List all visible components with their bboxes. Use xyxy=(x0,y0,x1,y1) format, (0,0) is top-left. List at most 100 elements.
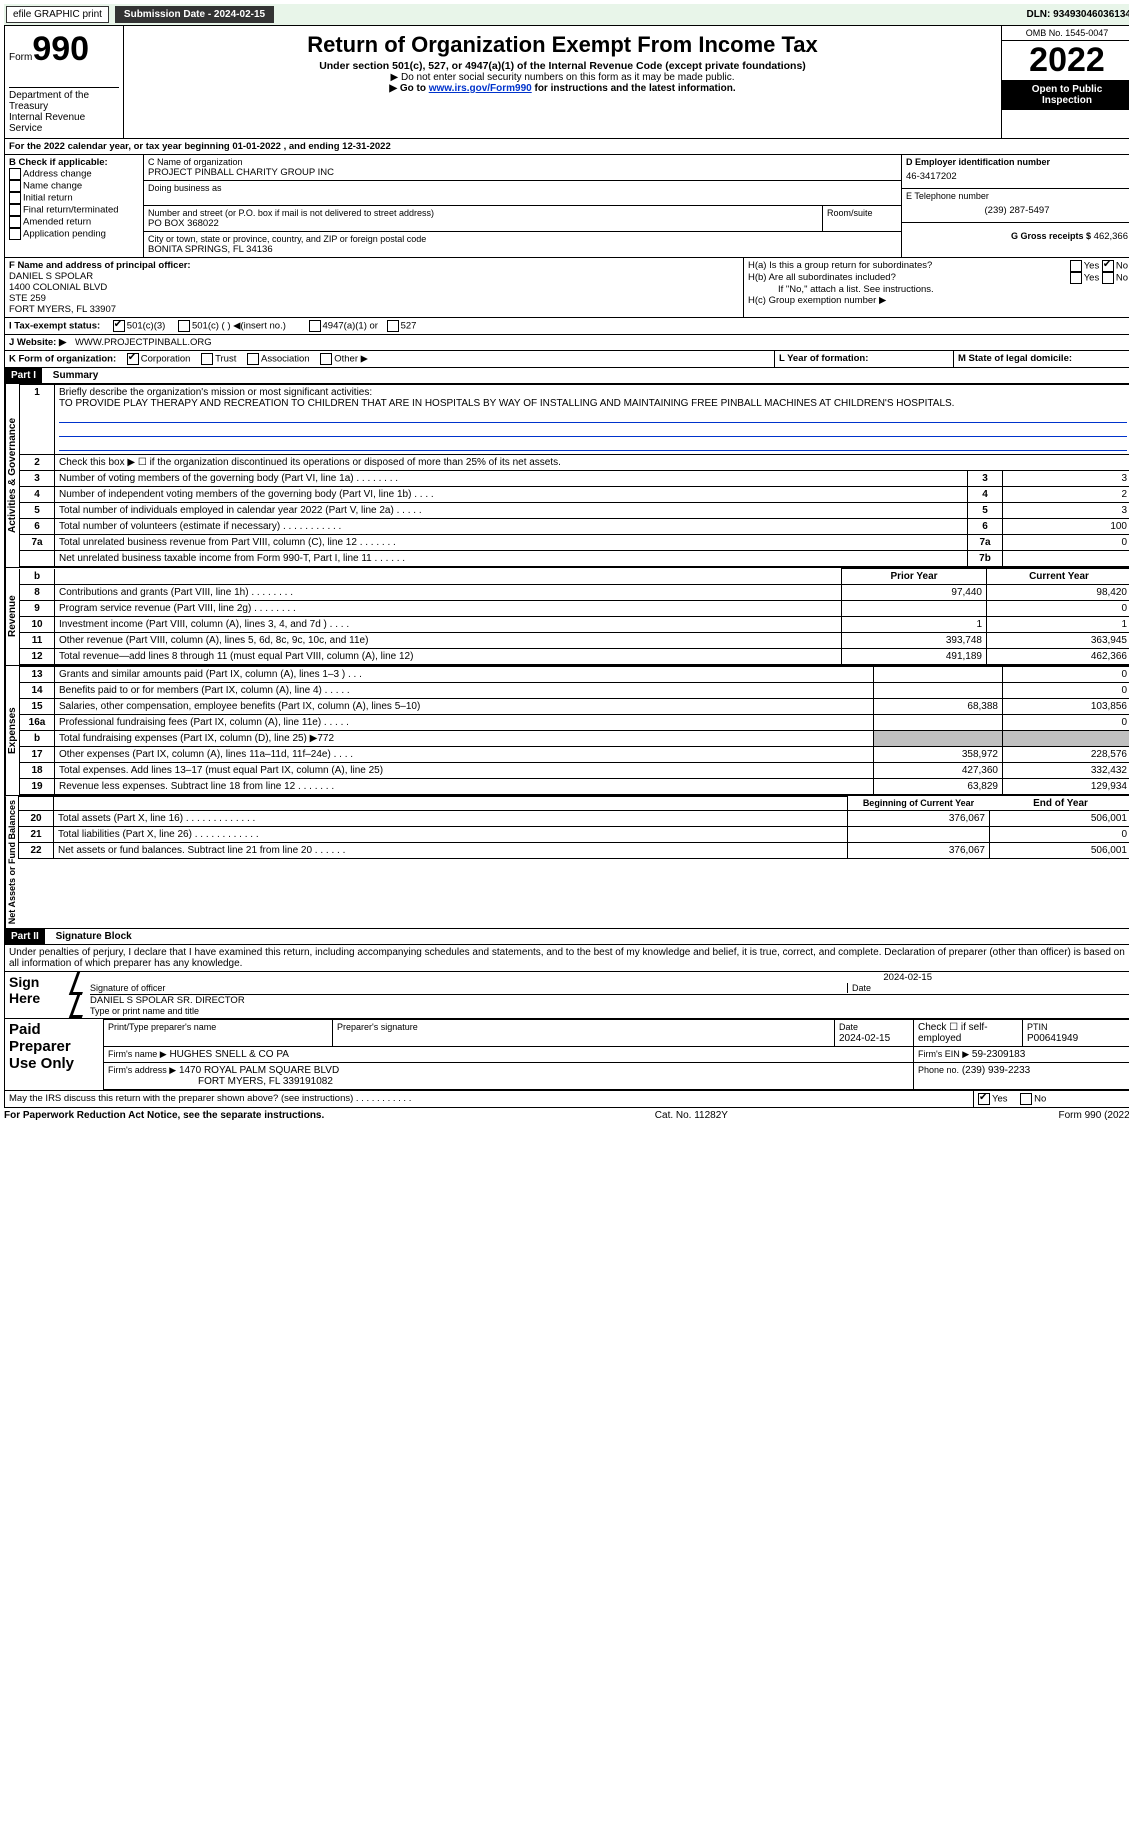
check-item: Application pending xyxy=(9,228,139,240)
yes-label: Yes xyxy=(1084,273,1100,284)
tax-year: 2022 xyxy=(1002,41,1129,80)
form-word: Form xyxy=(9,52,32,63)
efile-label: efile GRAPHIC print xyxy=(6,6,109,23)
phone-label: E Telephone number xyxy=(906,191,1128,201)
form-title: Return of Organization Exempt From Incom… xyxy=(130,32,995,58)
phone-value: (239) 287-5497 xyxy=(906,201,1128,220)
firm-ein-label: Firm's EIN ▶ xyxy=(918,1049,969,1059)
date-label: Date xyxy=(847,983,1129,993)
prior-year-header: Prior Year xyxy=(842,569,987,585)
hb-note: If "No," attach a list. See instructions… xyxy=(748,284,1128,295)
yes-label: Yes xyxy=(1084,261,1100,272)
city-value: BONITA SPRINGS, FL 34136 xyxy=(148,244,897,255)
form-subtitle: Under section 501(c), 527, or 4947(a)(1)… xyxy=(128,60,997,72)
goto-prefix: ▶ Go to xyxy=(389,83,428,94)
prep-sig-label: Preparer's signature xyxy=(337,1022,418,1032)
type-name-label: Type or print name and title xyxy=(90,1006,1129,1016)
goto-note: ▶ Go to www.irs.gov/Form990 for instruct… xyxy=(128,83,997,94)
room-label: Room/suite xyxy=(827,208,897,218)
may-no: No xyxy=(1034,1094,1046,1105)
no-label: No xyxy=(1116,273,1128,284)
line1-text: TO PROVIDE PLAY THERAPY AND RECREATION T… xyxy=(59,398,954,409)
perjury-text: Under penalties of perjury, I declare th… xyxy=(4,945,1129,972)
check-item: Address change xyxy=(9,168,139,180)
street-label: Number and street (or P.O. box if mail i… xyxy=(148,208,818,218)
firm-addr1: 1470 ROYAL PALM SQUARE BLVD xyxy=(179,1065,339,1076)
opt-501c: 501(c) ( ) ◀(insert no.) xyxy=(192,321,286,332)
firm-name-label: Firm's name ▶ xyxy=(108,1049,167,1059)
form-number: 990 xyxy=(32,30,89,68)
ptin-label: PTIN xyxy=(1027,1022,1048,1032)
firm-addr2: FORT MYERS, FL 339191082 xyxy=(108,1076,333,1087)
box-l: L Year of formation: xyxy=(779,353,868,364)
goto-suffix: for instructions and the latest informat… xyxy=(532,83,736,94)
k-corp: Corporation xyxy=(141,354,191,365)
hc-label: H(c) Group exemption number ▶ xyxy=(748,295,1128,306)
ha-label: H(a) Is this a group return for subordin… xyxy=(748,260,968,272)
officer-printed: DANIEL S SPOLAR SR. DIRECTOR xyxy=(90,995,1129,1006)
firm-phone: (239) 939-2233 xyxy=(962,1065,1030,1076)
officer-block: F Name and address of principal officer:… xyxy=(4,258,1129,318)
k-trust: Trust xyxy=(215,354,236,365)
sign-here-label: Sign Here xyxy=(5,972,73,1018)
may-irs: May the IRS discuss this return with the… xyxy=(5,1091,974,1107)
line1-label: Briefly describe the organization's miss… xyxy=(59,387,372,398)
part1-header: Part I xyxy=(5,368,42,383)
box-m: M State of legal domicile: xyxy=(958,353,1072,364)
prep-date-label: Date xyxy=(839,1022,858,1032)
website-value: WWW.PROJECTPINBALL.ORG xyxy=(75,337,212,348)
submission-date-button[interactable]: Submission Date - 2024-02-15 xyxy=(115,6,274,23)
check-amended: Amended return xyxy=(23,217,91,228)
sig-date: 2024-02-15 xyxy=(883,972,932,983)
irs-link[interactable]: www.irs.gov/Form990 xyxy=(429,83,532,94)
line2: Check this box ▶ ☐ if the organization d… xyxy=(55,455,1129,471)
entity-block: B Check if applicable: Address change Na… xyxy=(4,155,1129,258)
side-activities: Activities & Governance xyxy=(5,384,19,567)
check-item: Amended return xyxy=(9,216,139,228)
ssn-note: ▶ Do not enter social security numbers o… xyxy=(128,72,997,83)
form-header: Form990 Department of the Treasury Inter… xyxy=(4,25,1129,139)
city-label: City or town, state or province, country… xyxy=(148,234,897,244)
opt-501c3: 501(c)(3) xyxy=(127,321,166,332)
k-assoc: Association xyxy=(261,354,310,365)
part1-title: Summary xyxy=(53,370,99,381)
officer-addr2: STE 259 xyxy=(9,293,739,304)
box-j-label: J Website: ▶ xyxy=(9,337,66,348)
check-item: Initial return xyxy=(9,192,139,204)
no-label: No xyxy=(1116,261,1128,272)
officer-addr1: 1400 COLONIAL BLVD xyxy=(9,282,739,293)
footer-right: Form 990 (2022) xyxy=(1059,1110,1129,1121)
side-revenue: Revenue xyxy=(5,568,19,665)
paid-preparer-label: Paid Preparer Use Only xyxy=(5,1019,103,1090)
officer-name: DANIEL S SPOLAR xyxy=(9,271,739,282)
gross-label: G Gross receipts $ xyxy=(1011,231,1091,241)
box-i-label: I Tax-exempt status: xyxy=(9,321,100,332)
box-b-label: B Check if applicable: xyxy=(9,157,139,168)
hb-label: H(b) Are all subordinates included? xyxy=(748,272,968,284)
check-initial: Initial return xyxy=(23,193,73,204)
hb-yesno: Yes No xyxy=(1070,272,1128,284)
sig-angle-icon xyxy=(69,995,90,1018)
officer-addr3: FORT MYERS, FL 33907 xyxy=(9,304,739,315)
check-item: Final return/terminated xyxy=(9,204,139,216)
check-final: Final return/terminated xyxy=(23,205,119,216)
check-pending: Application pending xyxy=(23,229,106,240)
omb-number: OMB No. 1545-0047 xyxy=(1002,26,1129,41)
dln-label: DLN: 93493046036134 xyxy=(1026,9,1129,20)
k-other: Other ▶ xyxy=(334,354,368,365)
end-header: End of Year xyxy=(990,797,1129,811)
may-yes: Yes xyxy=(992,1094,1008,1105)
check-address: Address change xyxy=(23,169,92,180)
name-label: C Name of organization xyxy=(148,157,897,167)
top-bar: efile GRAPHIC print Submission Date - 20… xyxy=(4,4,1129,25)
dept-label: Department of the Treasury xyxy=(9,90,119,112)
part2-header: Part II xyxy=(5,929,45,944)
side-expenses: Expenses xyxy=(5,666,19,795)
street-value: PO BOX 368022 xyxy=(148,218,818,229)
gross-value: 462,366 xyxy=(1094,231,1128,242)
ha-yesno: Yes No xyxy=(1070,260,1128,272)
firm-phone-label: Phone no. xyxy=(918,1065,959,1075)
line-a-text: For the 2022 calendar year, or tax year … xyxy=(9,141,391,152)
check-self: Check ☐ if self-employed xyxy=(914,1020,1023,1047)
prep-name-label: Print/Type preparer's name xyxy=(108,1022,216,1032)
